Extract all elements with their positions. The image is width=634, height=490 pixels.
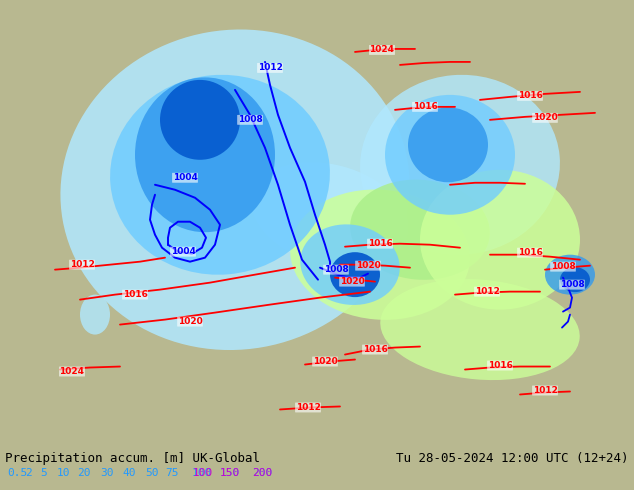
Ellipse shape — [380, 279, 579, 380]
Text: 2: 2 — [25, 468, 32, 478]
Text: 30: 30 — [100, 468, 113, 478]
Text: 0.5: 0.5 — [7, 468, 27, 478]
Text: 200: 200 — [252, 468, 272, 478]
Ellipse shape — [160, 80, 240, 160]
Ellipse shape — [350, 180, 490, 280]
Text: 1016: 1016 — [368, 239, 392, 248]
Ellipse shape — [545, 255, 595, 294]
Ellipse shape — [60, 29, 410, 350]
Ellipse shape — [560, 267, 590, 292]
Text: 40: 40 — [122, 468, 136, 478]
Ellipse shape — [135, 77, 275, 232]
Text: 1012: 1012 — [295, 403, 320, 412]
Ellipse shape — [385, 95, 515, 215]
Text: 1012: 1012 — [257, 63, 282, 73]
Ellipse shape — [360, 75, 560, 255]
Ellipse shape — [110, 75, 330, 275]
Text: 1016: 1016 — [488, 361, 512, 370]
Text: 100: 100 — [193, 468, 213, 478]
Text: 1004: 1004 — [171, 247, 195, 256]
Text: 1020: 1020 — [178, 317, 202, 326]
Text: 50: 50 — [145, 468, 158, 478]
Ellipse shape — [330, 252, 380, 297]
Text: 1012: 1012 — [70, 260, 94, 269]
Text: 1008: 1008 — [550, 262, 576, 271]
Text: 1020: 1020 — [313, 357, 337, 366]
Ellipse shape — [408, 107, 488, 182]
Text: 1024: 1024 — [60, 367, 84, 376]
Text: Tu 28-05-2024 12:00 UTC (12+24): Tu 28-05-2024 12:00 UTC (12+24) — [396, 452, 629, 466]
Ellipse shape — [420, 170, 580, 310]
Text: 1012: 1012 — [533, 386, 557, 395]
Ellipse shape — [252, 162, 408, 267]
Text: 150: 150 — [220, 468, 240, 478]
Text: 75: 75 — [165, 468, 179, 478]
Text: 150: 150 — [220, 468, 240, 478]
Text: 1020: 1020 — [340, 277, 365, 286]
Text: 1004: 1004 — [172, 173, 197, 182]
Text: 1020: 1020 — [533, 113, 557, 122]
Text: 1008: 1008 — [323, 265, 348, 274]
Text: 100: 100 — [192, 468, 212, 478]
Ellipse shape — [301, 224, 399, 305]
Text: 1016: 1016 — [363, 345, 387, 354]
Ellipse shape — [80, 294, 110, 335]
Text: 20: 20 — [77, 468, 91, 478]
Text: 1020: 1020 — [356, 261, 380, 270]
Text: 1016: 1016 — [413, 102, 437, 111]
Text: 1016: 1016 — [122, 290, 148, 299]
Text: 1012: 1012 — [475, 287, 500, 296]
Ellipse shape — [290, 190, 470, 320]
Text: 200: 200 — [252, 468, 272, 478]
Text: Precipitation accum. [m] UK-Global: Precipitation accum. [m] UK-Global — [5, 452, 260, 466]
Text: 1016: 1016 — [517, 248, 543, 257]
Text: 1008: 1008 — [238, 115, 262, 124]
Text: 10: 10 — [57, 468, 70, 478]
Text: 1016: 1016 — [517, 91, 543, 100]
Text: 1008: 1008 — [560, 280, 585, 289]
Text: 1024: 1024 — [370, 46, 394, 54]
Text: 5: 5 — [40, 468, 47, 478]
